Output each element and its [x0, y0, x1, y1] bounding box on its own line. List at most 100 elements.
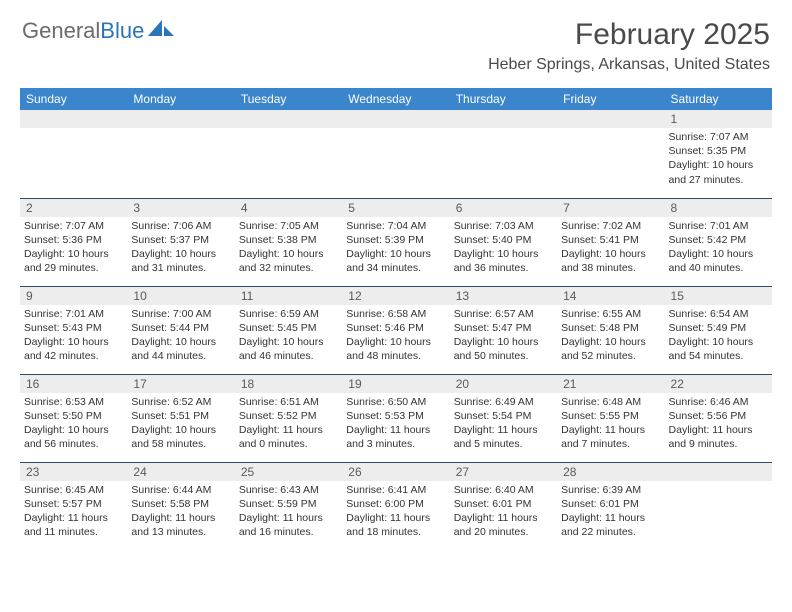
day-number: 3	[127, 199, 234, 217]
day-data: Sunrise: 6:51 AMSunset: 5:52 PMDaylight:…	[235, 393, 342, 456]
calendar-cell: 9Sunrise: 7:01 AMSunset: 5:43 PMDaylight…	[20, 286, 127, 374]
day-number: 5	[342, 199, 449, 217]
day-data: Sunrise: 6:41 AMSunset: 6:00 PMDaylight:…	[342, 481, 449, 544]
daylight-text: Daylight: 11 hours and 22 minutes.	[561, 511, 658, 539]
day-data: Sunrise: 7:01 AMSunset: 5:42 PMDaylight:…	[665, 217, 772, 280]
daylight-text: Daylight: 11 hours and 16 minutes.	[239, 511, 336, 539]
sunset-text: Sunset: 5:56 PM	[669, 409, 766, 423]
calendar-week-row: 23Sunrise: 6:45 AMSunset: 5:57 PMDayligh…	[20, 462, 772, 550]
daylight-text: Daylight: 11 hours and 18 minutes.	[346, 511, 443, 539]
day-number: 10	[127, 287, 234, 305]
day-data: Sunrise: 6:46 AMSunset: 5:56 PMDaylight:…	[665, 393, 772, 456]
day-number: 19	[342, 375, 449, 393]
title-block: February 2025 Heber Springs, Arkansas, U…	[488, 18, 770, 74]
sunrise-text: Sunrise: 6:41 AM	[346, 483, 443, 497]
day-number: 8	[665, 199, 772, 217]
day-data: Sunrise: 6:49 AMSunset: 5:54 PMDaylight:…	[450, 393, 557, 456]
calendar-body: 1Sunrise: 7:07 AMSunset: 5:35 PMDaylight…	[20, 110, 772, 550]
calendar-cell: 22Sunrise: 6:46 AMSunset: 5:56 PMDayligh…	[665, 374, 772, 462]
daylight-text: Daylight: 11 hours and 7 minutes.	[561, 423, 658, 451]
day-number: 15	[665, 287, 772, 305]
weekday-header: Saturday	[665, 88, 772, 110]
sunrise-text: Sunrise: 6:46 AM	[669, 395, 766, 409]
sunset-text: Sunset: 6:01 PM	[454, 497, 551, 511]
sunset-text: Sunset: 5:57 PM	[24, 497, 121, 511]
day-number-empty	[665, 463, 772, 481]
day-data: Sunrise: 6:59 AMSunset: 5:45 PMDaylight:…	[235, 305, 342, 368]
day-data: Sunrise: 6:44 AMSunset: 5:58 PMDaylight:…	[127, 481, 234, 544]
sunrise-text: Sunrise: 6:43 AM	[239, 483, 336, 497]
day-number: 11	[235, 287, 342, 305]
calendar-cell: 1Sunrise: 7:07 AMSunset: 5:35 PMDaylight…	[665, 110, 772, 198]
daylight-text: Daylight: 10 hours and 27 minutes.	[669, 158, 766, 186]
location-text: Heber Springs, Arkansas, United States	[488, 56, 770, 74]
sunrise-text: Sunrise: 6:39 AM	[561, 483, 658, 497]
calendar-cell	[665, 462, 772, 550]
sunset-text: Sunset: 5:45 PM	[239, 321, 336, 335]
daylight-text: Daylight: 10 hours and 48 minutes.	[346, 335, 443, 363]
weekday-header: Monday	[127, 88, 234, 110]
day-number-empty	[450, 110, 557, 128]
calendar-cell: 2Sunrise: 7:07 AMSunset: 5:36 PMDaylight…	[20, 198, 127, 286]
calendar-cell: 27Sunrise: 6:40 AMSunset: 6:01 PMDayligh…	[450, 462, 557, 550]
calendar-cell: 16Sunrise: 6:53 AMSunset: 5:50 PMDayligh…	[20, 374, 127, 462]
weekday-header-row: SundayMondayTuesdayWednesdayThursdayFrid…	[20, 88, 772, 110]
day-data: Sunrise: 7:02 AMSunset: 5:41 PMDaylight:…	[557, 217, 664, 280]
calendar-cell: 24Sunrise: 6:44 AMSunset: 5:58 PMDayligh…	[127, 462, 234, 550]
day-number: 27	[450, 463, 557, 481]
sunrise-text: Sunrise: 7:04 AM	[346, 219, 443, 233]
day-data: Sunrise: 6:53 AMSunset: 5:50 PMDaylight:…	[20, 393, 127, 456]
sunrise-text: Sunrise: 7:07 AM	[24, 219, 121, 233]
day-data: Sunrise: 7:07 AMSunset: 5:36 PMDaylight:…	[20, 217, 127, 280]
day-data: Sunrise: 6:39 AMSunset: 6:01 PMDaylight:…	[557, 481, 664, 544]
calendar-cell: 6Sunrise: 7:03 AMSunset: 5:40 PMDaylight…	[450, 198, 557, 286]
day-data: Sunrise: 6:54 AMSunset: 5:49 PMDaylight:…	[665, 305, 772, 368]
calendar-cell: 13Sunrise: 6:57 AMSunset: 5:47 PMDayligh…	[450, 286, 557, 374]
sunset-text: Sunset: 5:48 PM	[561, 321, 658, 335]
daylight-text: Daylight: 10 hours and 31 minutes.	[131, 247, 228, 275]
daylight-text: Daylight: 10 hours and 44 minutes.	[131, 335, 228, 363]
daylight-text: Daylight: 10 hours and 38 minutes.	[561, 247, 658, 275]
day-data: Sunrise: 6:57 AMSunset: 5:47 PMDaylight:…	[450, 305, 557, 368]
sunrise-text: Sunrise: 6:51 AM	[239, 395, 336, 409]
header: GeneralBlue February 2025 Heber Springs,…	[0, 0, 792, 80]
page-title: February 2025	[488, 18, 770, 52]
calendar-cell: 17Sunrise: 6:52 AMSunset: 5:51 PMDayligh…	[127, 374, 234, 462]
calendar-cell: 15Sunrise: 6:54 AMSunset: 5:49 PMDayligh…	[665, 286, 772, 374]
day-number: 18	[235, 375, 342, 393]
sunset-text: Sunset: 5:55 PM	[561, 409, 658, 423]
calendar-cell: 18Sunrise: 6:51 AMSunset: 5:52 PMDayligh…	[235, 374, 342, 462]
daylight-text: Daylight: 10 hours and 52 minutes.	[561, 335, 658, 363]
day-number-empty	[20, 110, 127, 128]
day-number: 26	[342, 463, 449, 481]
calendar-cell: 25Sunrise: 6:43 AMSunset: 5:59 PMDayligh…	[235, 462, 342, 550]
day-number: 16	[20, 375, 127, 393]
sunset-text: Sunset: 5:52 PM	[239, 409, 336, 423]
day-data: Sunrise: 7:06 AMSunset: 5:37 PMDaylight:…	[127, 217, 234, 280]
day-number: 20	[450, 375, 557, 393]
calendar-week-row: 9Sunrise: 7:01 AMSunset: 5:43 PMDaylight…	[20, 286, 772, 374]
sunset-text: Sunset: 5:44 PM	[131, 321, 228, 335]
weekday-header: Thursday	[450, 88, 557, 110]
logo-text-2: Blue	[100, 18, 144, 44]
day-data: Sunrise: 6:43 AMSunset: 5:59 PMDaylight:…	[235, 481, 342, 544]
calendar-week-row: 2Sunrise: 7:07 AMSunset: 5:36 PMDaylight…	[20, 198, 772, 286]
calendar-week-row: 1Sunrise: 7:07 AMSunset: 5:35 PMDaylight…	[20, 110, 772, 198]
day-number: 24	[127, 463, 234, 481]
calendar-cell	[342, 110, 449, 198]
sunset-text: Sunset: 5:41 PM	[561, 233, 658, 247]
daylight-text: Daylight: 10 hours and 32 minutes.	[239, 247, 336, 275]
calendar-cell	[20, 110, 127, 198]
day-number: 7	[557, 199, 664, 217]
sunset-text: Sunset: 5:35 PM	[669, 144, 766, 158]
weekday-header: Tuesday	[235, 88, 342, 110]
daylight-text: Daylight: 10 hours and 40 minutes.	[669, 247, 766, 275]
sunrise-text: Sunrise: 6:50 AM	[346, 395, 443, 409]
sunrise-text: Sunrise: 6:52 AM	[131, 395, 228, 409]
day-data: Sunrise: 7:04 AMSunset: 5:39 PMDaylight:…	[342, 217, 449, 280]
sunset-text: Sunset: 6:01 PM	[561, 497, 658, 511]
daylight-text: Daylight: 11 hours and 0 minutes.	[239, 423, 336, 451]
day-number: 6	[450, 199, 557, 217]
sunrise-text: Sunrise: 7:01 AM	[669, 219, 766, 233]
calendar-week-row: 16Sunrise: 6:53 AMSunset: 5:50 PMDayligh…	[20, 374, 772, 462]
